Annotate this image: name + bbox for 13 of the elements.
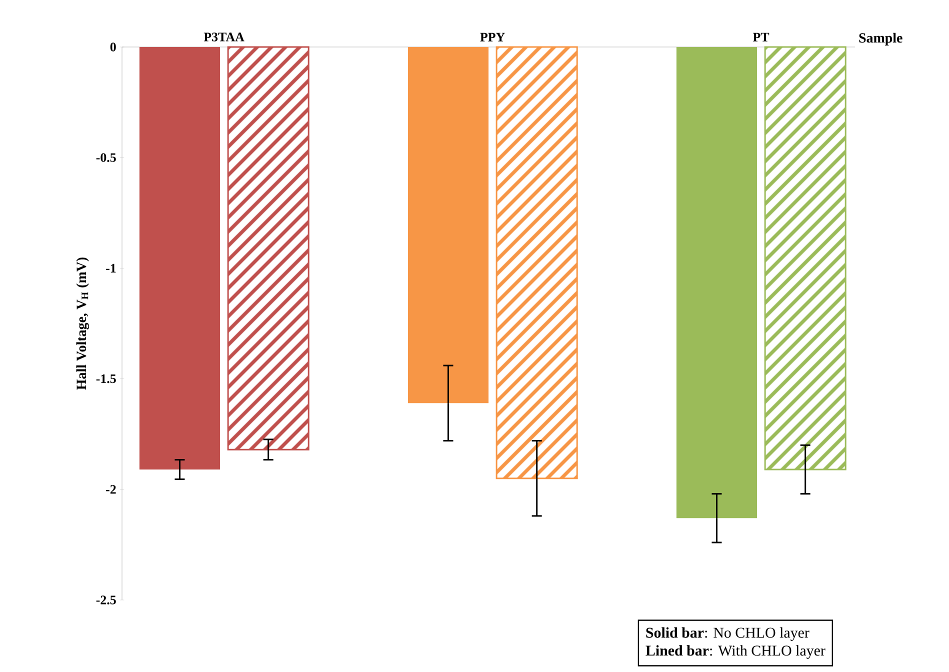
- text: Lined bar: With CHLO layer: [646, 645, 826, 659]
- y-tick-label: -2.5: [96, 596, 116, 604]
- y-tick-label: 0: [110, 42, 116, 52]
- y-tick-label: -0.5: [96, 153, 116, 162]
- y-tick-label: -1.5: [96, 374, 116, 384]
- x-axis-title: Sample: [859, 32, 902, 46]
- x-tick-label: P3TAA: [204, 32, 244, 42]
- text: Solid bar: No CHLO layer: [646, 627, 810, 641]
- y-tick-label: -1: [106, 264, 116, 272]
- x-tick-label: PT: [752, 32, 770, 42]
- x-tick-label: PPY: [480, 32, 505, 42]
- y-axis-title: Hall Voltage, V$_{H}$ (mV): [76, 258, 90, 390]
- y-tick-label: -2: [106, 485, 116, 494]
